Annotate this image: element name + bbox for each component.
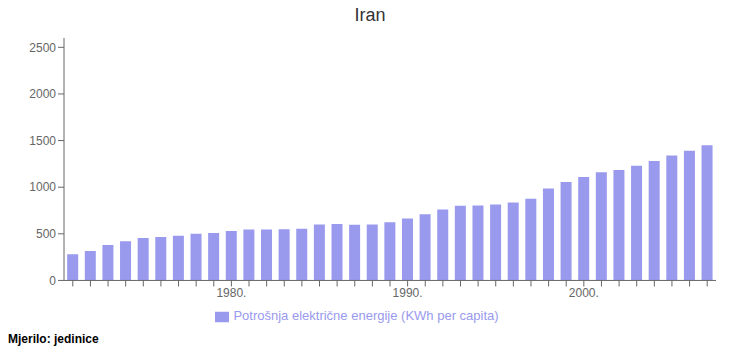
svg-text:1990.: 1990. <box>393 286 423 300</box>
svg-text:1980.: 1980. <box>216 286 246 300</box>
svg-text:2000.: 2000. <box>569 286 599 300</box>
svg-text:500: 500 <box>36 227 56 241</box>
svg-text:1500: 1500 <box>29 134 56 148</box>
html-text:Mjerilo: jedinice: Mjerilo: jedinice <box>8 332 99 346</box>
svg-text:0: 0 <box>49 274 56 288</box>
svg-text:1000: 1000 <box>29 180 56 194</box>
svg-text:2500: 2500 <box>29 41 56 55</box>
html-text:Potrošnja električne energije: Potrošnja električne energije (KWh per c… <box>233 308 499 324</box>
svg-text:2000: 2000 <box>29 87 56 101</box>
html-text:Iran: Iran <box>354 5 386 25</box>
